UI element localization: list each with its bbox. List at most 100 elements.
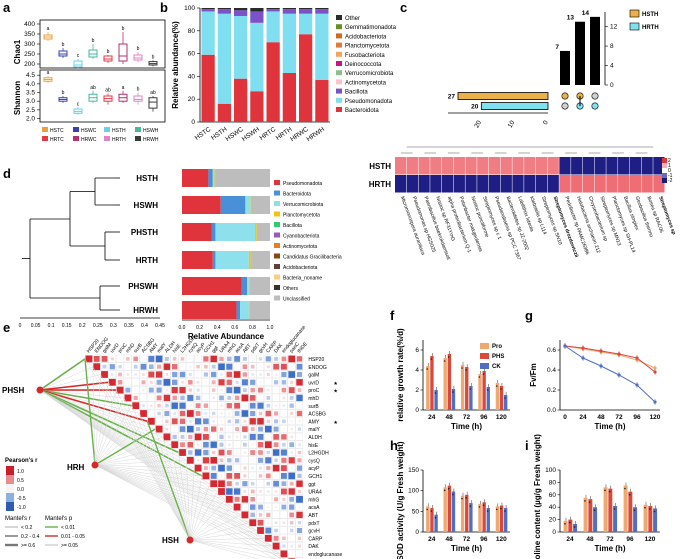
corr-cell-bg — [240, 503, 249, 511]
legend-swatch-HRTH — [104, 136, 110, 141]
corr-cell — [280, 449, 287, 456]
legend-swatch-Unclassified — [274, 295, 280, 301]
corr-cell — [194, 433, 202, 441]
corr-cell — [180, 442, 185, 448]
mantel-edge — [94, 374, 101, 466]
corr-cell-bg — [147, 401, 155, 410]
bar-96-Pro — [623, 485, 628, 532]
bar-HSTH-Pseudomonadota — [217, 13, 231, 104]
corr-cell-bg — [295, 518, 304, 527]
bar-72-PHS — [465, 494, 469, 532]
corr-cell — [297, 458, 302, 463]
xtick-label: 0 — [563, 414, 567, 421]
corr-cell — [296, 356, 303, 362]
corr-cell-bg — [116, 378, 124, 386]
data-point — [648, 508, 651, 510]
corr-cell-bg — [139, 386, 148, 394]
ylabel: SOD activity (U/g Fresh weight) — [396, 441, 405, 559]
corr-cell — [220, 404, 223, 407]
corr-cell — [234, 411, 240, 416]
legend-swatch-HSTH — [629, 9, 640, 18]
corr-cell — [218, 363, 225, 370]
tree-xtick: 0.05 — [31, 323, 41, 329]
bar-HSTH-Other — [217, 8, 231, 10]
heat-cell — [512, 157, 524, 175]
xtick-label: 120 — [650, 414, 661, 421]
corr-cell — [218, 449, 225, 456]
corr-cell-bg — [279, 526, 288, 535]
corr-cell — [227, 356, 232, 362]
mantel-edge — [39, 389, 210, 484]
corr-cell — [249, 395, 256, 401]
corr-cell — [273, 380, 279, 385]
corr-cell — [140, 363, 147, 370]
corr-cell — [234, 458, 240, 463]
mantel-edge — [189, 530, 257, 541]
legend-label-HSWH: HSWH — [143, 128, 159, 134]
bar-96-Pro — [478, 503, 482, 532]
mantel-edge — [39, 389, 140, 414]
corr-cell-bg — [272, 456, 280, 464]
mantel-edge — [39, 389, 257, 531]
legend-swatch-Planctomycetota — [274, 211, 280, 217]
corr-cell-bg — [248, 425, 257, 433]
corr-cell — [186, 410, 194, 417]
corr-cell — [282, 544, 286, 548]
corr-cell — [260, 397, 261, 398]
mantel-edge — [39, 389, 234, 508]
matrix-dot — [561, 92, 569, 100]
heat-scale-swatch — [662, 163, 667, 168]
corr-cell — [163, 433, 171, 441]
bar-HRTH-Bacteroidota — [212, 251, 216, 269]
mantel-node-HSH — [186, 536, 194, 544]
corr-cell — [235, 427, 240, 432]
corr-cell — [296, 394, 303, 402]
corr-cell — [257, 433, 264, 440]
data-point — [478, 376, 481, 378]
gene-row-label: hisE — [308, 443, 318, 449]
corr-cell — [266, 396, 271, 400]
corr-cell-bg — [201, 378, 210, 386]
bar-24-Pro — [426, 366, 430, 410]
corr-cell-bg — [100, 362, 109, 371]
corr-cell — [257, 402, 264, 409]
ylabel: Relative abundance(%) — [171, 21, 180, 109]
corr-cell-bg — [201, 425, 210, 433]
corr-cell-bg — [123, 362, 132, 371]
xtick-label: 24 — [579, 414, 587, 421]
bar-HRWH-Bacteroidota — [236, 301, 241, 319]
legend-label-HSTH: HSTH — [642, 12, 658, 18]
corr-cell — [110, 357, 114, 361]
legend-swatch-Planctomycetota — [336, 42, 342, 48]
corr-cell — [274, 490, 278, 493]
corr-cell-bg — [256, 370, 265, 379]
heat-scale-label: -2 — [668, 178, 673, 184]
corr-cell-bg — [248, 440, 257, 449]
corr-cell — [179, 386, 186, 394]
corr-cell — [211, 465, 217, 471]
heat-cell — [441, 157, 454, 175]
legend-swatch-Bacillota — [336, 88, 342, 94]
corr-cell — [172, 364, 178, 370]
corr-cell — [258, 387, 263, 393]
corr-cell — [249, 504, 256, 510]
bar-HRTH-Planctomycetota — [248, 251, 251, 269]
mantel-r-label: < 0.2 — [21, 525, 32, 531]
corr-cell-bg — [186, 432, 194, 441]
ytick-label: 100 — [545, 467, 556, 474]
corr-cell — [165, 427, 169, 431]
corr-cell — [126, 373, 130, 376]
bar-HSWH-Bacteroidota — [250, 91, 264, 122]
corr-cell — [203, 356, 209, 362]
corr-cell — [280, 472, 287, 479]
heat-scale-swatch — [662, 158, 667, 163]
bar-48-PHS — [447, 354, 452, 410]
star-icon: ★ — [333, 420, 338, 426]
corr-cell-bg — [209, 417, 218, 425]
gene-row-label: gcvH — [308, 529, 320, 535]
xtick-label-24: 24 — [428, 414, 436, 421]
heat-cell — [524, 157, 536, 175]
bar-96-CK — [486, 387, 490, 410]
corr-cell — [291, 366, 293, 368]
corr-cell — [155, 371, 163, 378]
